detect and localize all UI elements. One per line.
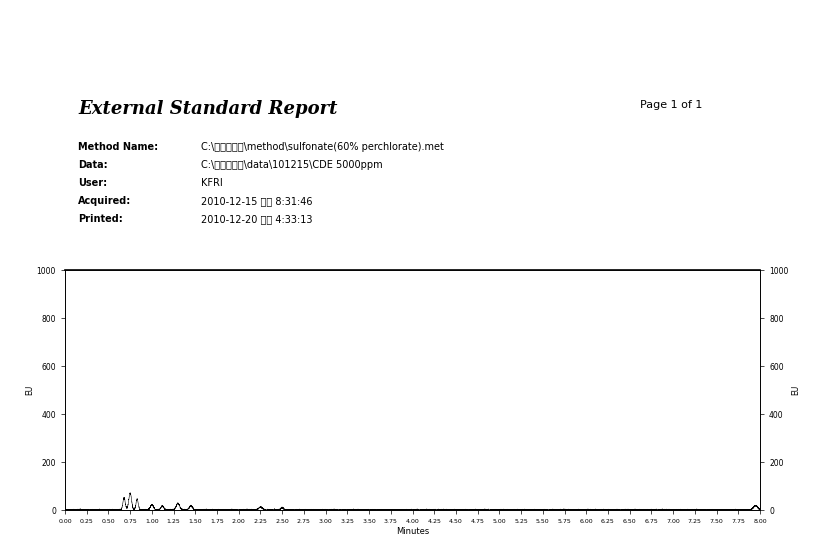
Text: External Standard Report: External Standard Report [78,100,337,118]
Text: 2010-12-15 오후 8:31:46: 2010-12-15 오후 8:31:46 [201,196,313,206]
Text: 2010-12-20 오후 4:33:13: 2010-12-20 오후 4:33:13 [201,214,313,224]
Text: Data:: Data: [78,160,108,170]
Text: KFRI: KFRI [201,178,222,188]
Text: Acquired:: Acquired: [78,196,131,206]
Text: Printed:: Printed: [78,214,123,224]
Text: User:: User: [78,178,107,188]
X-axis label: Minutes: Minutes [396,527,429,536]
Y-axis label: EU: EU [791,385,800,395]
Text: C:\계면활성제\method\sulfonate(60% perchlorate).met: C:\계면활성제\method\sulfonate(60% perchlorat… [201,142,444,152]
Text: Method Name:: Method Name: [78,142,158,152]
Y-axis label: EU: EU [25,385,34,395]
Text: C:\계면활성제\data\101215\CDE 5000ppm: C:\계면활성제\data\101215\CDE 5000ppm [201,160,383,170]
Text: Page 1 of 1: Page 1 of 1 [640,100,703,110]
